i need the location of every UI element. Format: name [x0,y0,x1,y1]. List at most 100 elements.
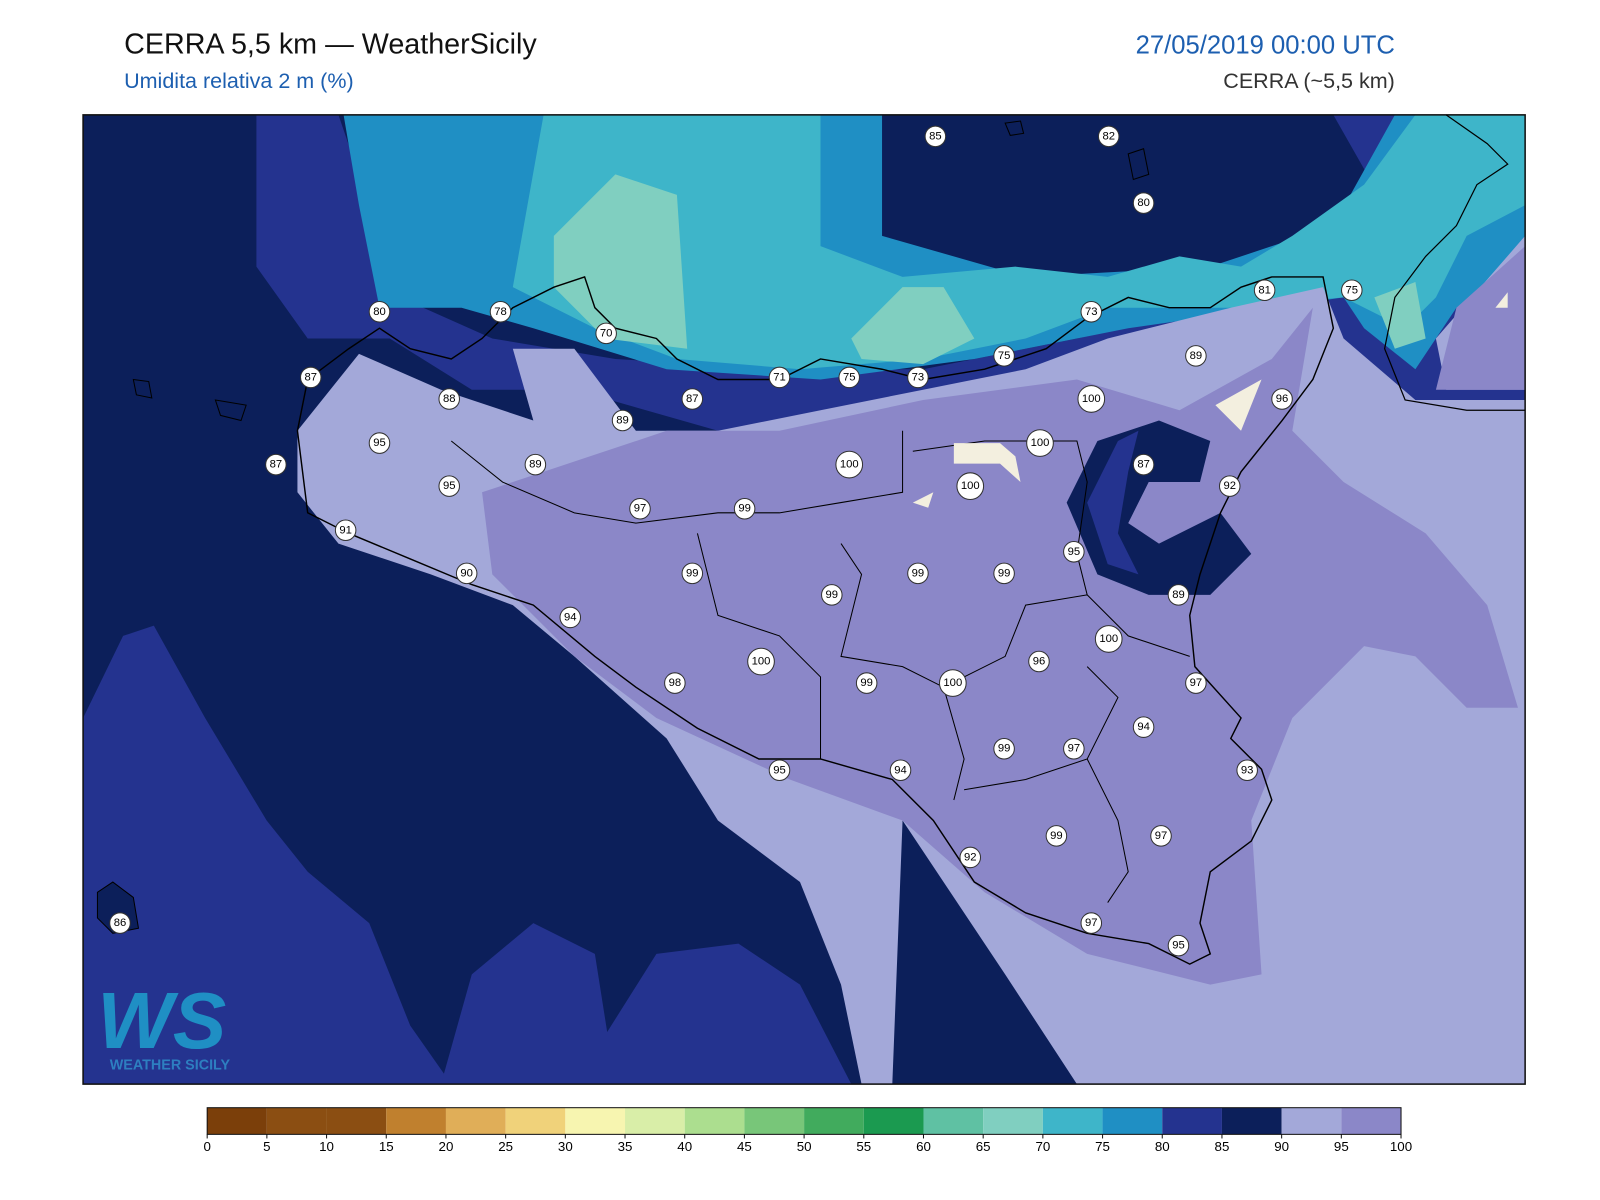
field [441,923,852,1085]
station-value: 96 [1033,656,1046,668]
colorbar-tick-label: 20 [439,1139,454,1154]
station-marker [838,366,860,389]
station-value: 94 [564,611,577,623]
colorbar-bin [983,1107,1043,1135]
station-marker [1218,475,1241,497]
station-marker [889,759,912,782]
station-value: 75 [998,350,1011,362]
colorbar-tick-label: 80 [1155,1139,1170,1154]
colorbar-bin [744,1107,805,1135]
station-marker [1063,541,1085,563]
station-marker [855,672,878,694]
station-value: 80 [1137,197,1150,209]
station-marker [768,366,791,389]
colorbar-tick-label: 15 [379,1139,394,1154]
station-marker [938,669,967,697]
station-marker [993,737,1015,760]
station-marker [1045,825,1068,847]
logo-caption: WEATHER SICILY [110,1058,231,1074]
station-marker [1097,125,1120,148]
station-marker [733,497,756,520]
station-marker [368,301,391,323]
field [83,625,452,1085]
station-value: 98 [669,677,682,689]
coastline [296,276,1335,965]
colorbar-tick-label: 100 [1390,1139,1412,1154]
station-marker [334,519,357,542]
station-marker [747,647,775,676]
colorbar-tick-label: 35 [618,1139,633,1154]
colorbar-tick-label: 55 [856,1139,871,1154]
station-marker [368,432,391,454]
station-value: 90 [460,567,473,579]
station-marker [1132,192,1155,214]
station-marker [1094,625,1123,653]
colorbar-tick-label: 30 [558,1139,573,1154]
station-value: 75 [1346,284,1359,296]
station-marker [768,759,791,782]
station-marker [109,912,131,934]
colorbar-tick-label: 40 [677,1139,692,1154]
station-value: 95 [443,480,456,492]
station-marker [993,345,1015,367]
station-value: 97 [1085,917,1098,929]
station-marker [438,388,460,410]
station-marker [1063,737,1085,760]
logo-mark: WS [97,976,226,1065]
station-marker [993,562,1015,585]
colorbar-tick-label: 45 [737,1139,752,1154]
station-marker [1132,716,1155,738]
station-value: 92 [964,851,977,863]
station-value: 94 [894,764,907,776]
datetime: 27/05/2019 00:00 UTC [1136,31,1395,59]
station-marker [1167,934,1190,957]
station-marker [664,672,686,694]
colorbar-tick-label: 50 [797,1139,812,1154]
station-marker [595,322,617,345]
station-marker [835,450,864,479]
colorbar-bin [1162,1107,1222,1135]
colorbar-bin [1281,1107,1342,1135]
station-value: 100 [961,480,980,492]
station-value: 85 [929,130,942,142]
colorbar-bin [923,1107,984,1135]
station-marker [611,409,634,432]
station-value: 97 [1190,677,1203,689]
station-value: 95 [373,437,386,449]
subtitle: Umidita relativa 2 m (%) [124,69,354,93]
station-marker [1080,912,1103,934]
station-marker [907,366,929,389]
station-value: 99 [860,677,873,689]
colorbar-bin [625,1107,685,1135]
title: CERRA 5,5 km — WeatherSicily [124,28,537,60]
station-marker [629,497,651,520]
station-marker [1185,672,1207,694]
station-value: 89 [1172,589,1185,601]
station-marker [956,472,985,500]
station-value: 82 [1102,130,1115,142]
station-marker [1028,650,1050,673]
station-value: 99 [826,589,839,601]
station-value: 94 [1137,721,1150,733]
station-marker [1132,453,1155,476]
station-value: 89 [616,415,629,427]
station-marker [455,562,478,585]
station-value: 71 [773,371,786,383]
station-value: 92 [1223,480,1236,492]
station-marker [438,475,460,497]
field [1435,246,1526,390]
colorbar-bin [386,1107,446,1135]
colorbar-tick-label: 90 [1274,1139,1289,1154]
station-value: 100 [1099,633,1118,645]
station-value: 95 [773,764,786,776]
station-value: 100 [1031,437,1050,449]
station-value: 70 [600,327,613,339]
field [553,174,1426,365]
colorbar-bin [1221,1107,1282,1135]
station-marker [265,453,287,476]
map-frame [82,114,1526,1085]
station-marker [1026,429,1054,457]
station-marker [559,606,582,629]
field [1087,430,1139,575]
